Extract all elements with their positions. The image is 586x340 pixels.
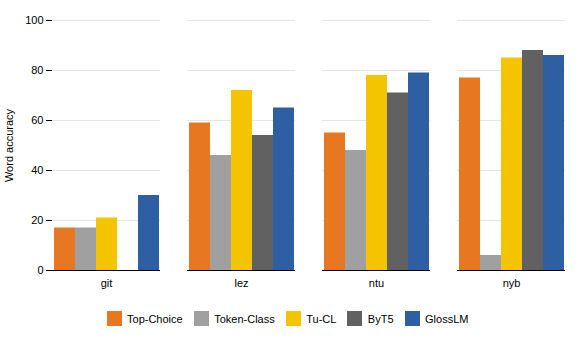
svg-text:0: 0 xyxy=(37,264,43,276)
svg-text:Word accuracy: Word accuracy xyxy=(3,108,15,182)
svg-text:60: 60 xyxy=(31,114,43,126)
svg-text:ntu: ntu xyxy=(369,277,384,289)
svg-text:lez: lez xyxy=(234,277,248,289)
html-text:Tu-CL: Tu-CL xyxy=(306,312,337,325)
svg-text:80: 80 xyxy=(31,64,43,76)
svg-text:40: 40 xyxy=(31,164,43,176)
html-text:Token-Class: Token-Class xyxy=(214,312,275,325)
html-text:Top-Choice: Top-Choice xyxy=(127,312,183,325)
html-text:ByT5: ByT5 xyxy=(367,312,394,325)
svg-text:git: git xyxy=(101,277,113,289)
svg-text:nyb: nyb xyxy=(503,277,521,289)
svg-text:20: 20 xyxy=(31,214,43,226)
html-text:GlossLM: GlossLM xyxy=(425,312,469,325)
svg-text:100: 100 xyxy=(25,14,43,26)
